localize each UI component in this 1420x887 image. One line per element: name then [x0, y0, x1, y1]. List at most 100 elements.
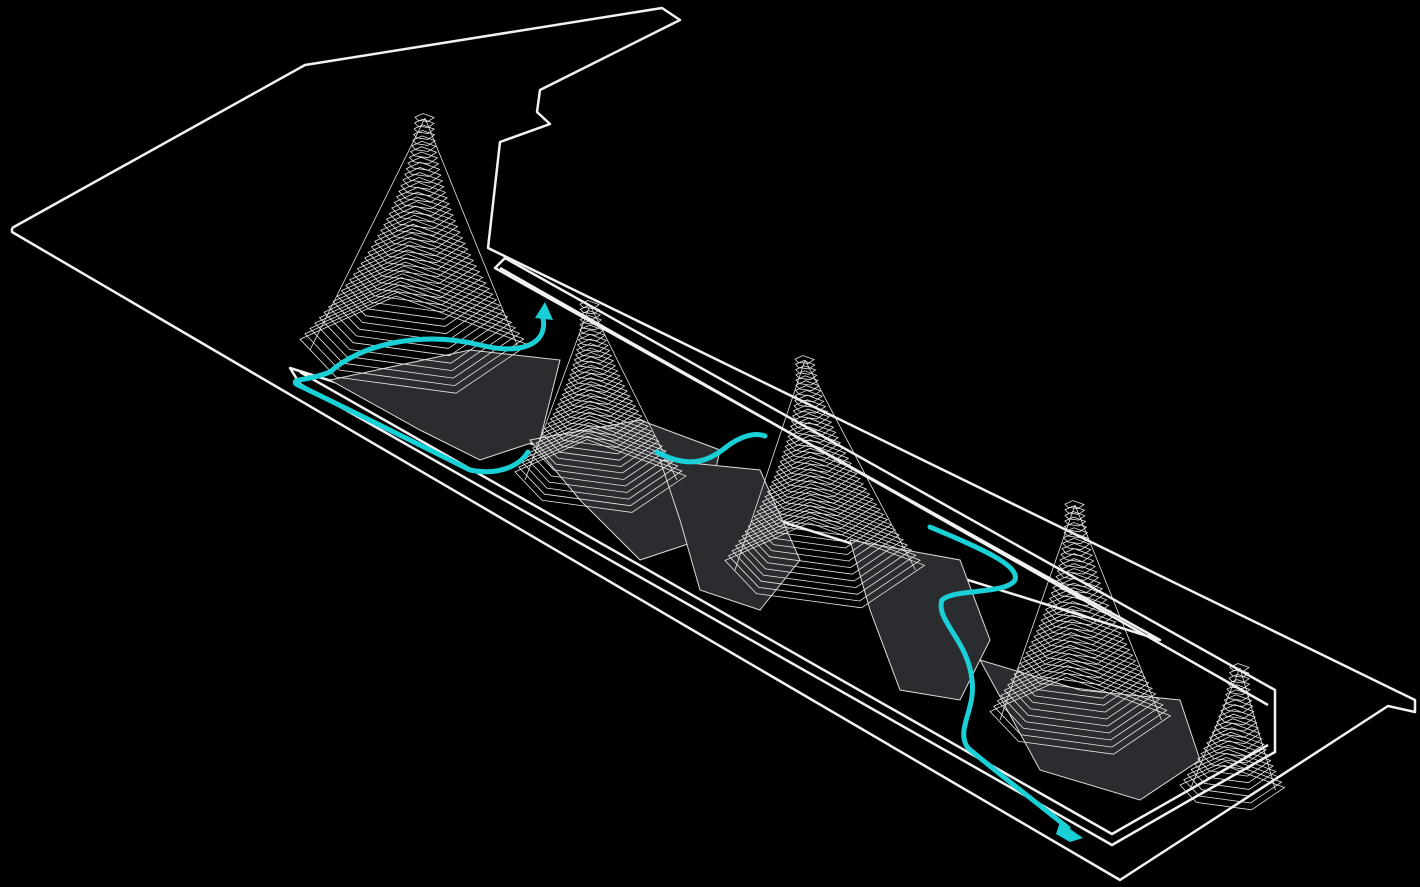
contour-line: [795, 375, 819, 386]
contour-line: [414, 118, 435, 128]
contour-line: [779, 447, 852, 479]
contour-line: [1053, 572, 1102, 594]
contour-line: [555, 393, 640, 430]
contour-line: [1016, 644, 1143, 699]
strip-lower-edge: [299, 370, 1269, 836]
contour-line: [1223, 694, 1253, 707]
contour-line: [309, 288, 521, 379]
ridge-line: [734, 359, 806, 571]
contour-line: [393, 191, 450, 216]
contour-line: [1203, 736, 1267, 764]
contour-line: [352, 249, 484, 306]
contour-line: [773, 460, 861, 498]
arrow-head: [1056, 822, 1083, 842]
contour-line: [323, 277, 509, 357]
contour-line: [734, 512, 913, 589]
contour-line: [1022, 636, 1137, 686]
contour-line: [1064, 511, 1086, 521]
contour-line: [579, 315, 603, 325]
contour-line: [993, 672, 1168, 748]
volume: [299, 113, 529, 394]
strip-inner-edge: [499, 266, 1269, 707]
contour-line: [1003, 661, 1157, 727]
contour-line: [408, 151, 439, 165]
ridge-line: [1239, 667, 1276, 791]
plate: [849, 539, 991, 701]
contour-line: [731, 515, 917, 595]
contour-line: [332, 269, 501, 342]
contour-line: [1208, 727, 1263, 751]
ridge-line: [524, 304, 591, 481]
ridge-line: [1189, 667, 1241, 791]
contour-line: [777, 451, 855, 486]
contour-line: [789, 417, 835, 437]
contour-line: [1056, 563, 1098, 581]
contour-line: [567, 369, 623, 393]
ridge-line: [1074, 504, 1162, 721]
contour-line: [1059, 553, 1095, 569]
contour-line: [1211, 722, 1261, 745]
contour-line: [1007, 657, 1153, 720]
contour-line: [412, 129, 436, 140]
contour-line: [741, 505, 904, 575]
contour-line: [360, 241, 478, 292]
contour-line: [327, 273, 505, 349]
floor-plates: [328, 349, 1201, 801]
contour-line: [794, 360, 816, 370]
contour-line: [314, 284, 517, 372]
contour-line: [1042, 601, 1115, 632]
path-segment: [927, 524, 1071, 831]
contour-line: [794, 355, 815, 365]
contour-line: [541, 411, 656, 461]
contour-line: [792, 404, 829, 420]
contour-line: [786, 430, 842, 455]
contour-line: [565, 373, 626, 399]
contour-line: [1063, 527, 1089, 539]
contour-line: [1186, 756, 1280, 797]
contour-line: [404, 166, 442, 184]
contour-line: [1033, 619, 1125, 659]
contour-line: [1227, 679, 1251, 690]
contour-line: [727, 518, 921, 602]
contour-line: [1190, 752, 1277, 790]
contour-line: [573, 351, 615, 370]
contour-line: [1030, 623, 1128, 665]
contour-line: [412, 135, 436, 146]
circulation-path: [292, 302, 1083, 842]
contour-line: [579, 305, 601, 315]
contour-line: [744, 501, 900, 569]
contour-line: [411, 140, 437, 152]
contour-line: [345, 257, 491, 320]
contour-line: [518, 435, 683, 507]
contour-line: [395, 186, 449, 210]
contour-line: [576, 343, 611, 359]
contour-line: [724, 522, 926, 609]
contour-line: [1200, 740, 1270, 770]
arrow-head: [535, 302, 553, 320]
contour-line: [738, 508, 909, 582]
ridge-line: [589, 304, 678, 481]
contour-line: [989, 676, 1172, 755]
contour-line: [1063, 522, 1088, 533]
volume: [989, 500, 1172, 755]
contour-line: [1013, 648, 1147, 706]
contour-line: [1218, 708, 1256, 726]
contour-line: [1000, 665, 1161, 734]
contour-line: [383, 210, 459, 243]
contour-line: [790, 413, 833, 431]
contour-line: [1216, 713, 1258, 732]
contour-line: [766, 471, 871, 517]
contour-line: [367, 232, 472, 278]
plate: [978, 659, 1201, 801]
contour-line: [402, 172, 444, 190]
contour-line: [544, 408, 653, 455]
volume: [514, 300, 687, 513]
path-segment: [292, 315, 547, 475]
contour-line: [563, 377, 629, 405]
contour-line: [525, 429, 675, 493]
volume: [1179, 663, 1286, 811]
contour-line: [579, 319, 604, 331]
contour-line: [576, 338, 609, 353]
